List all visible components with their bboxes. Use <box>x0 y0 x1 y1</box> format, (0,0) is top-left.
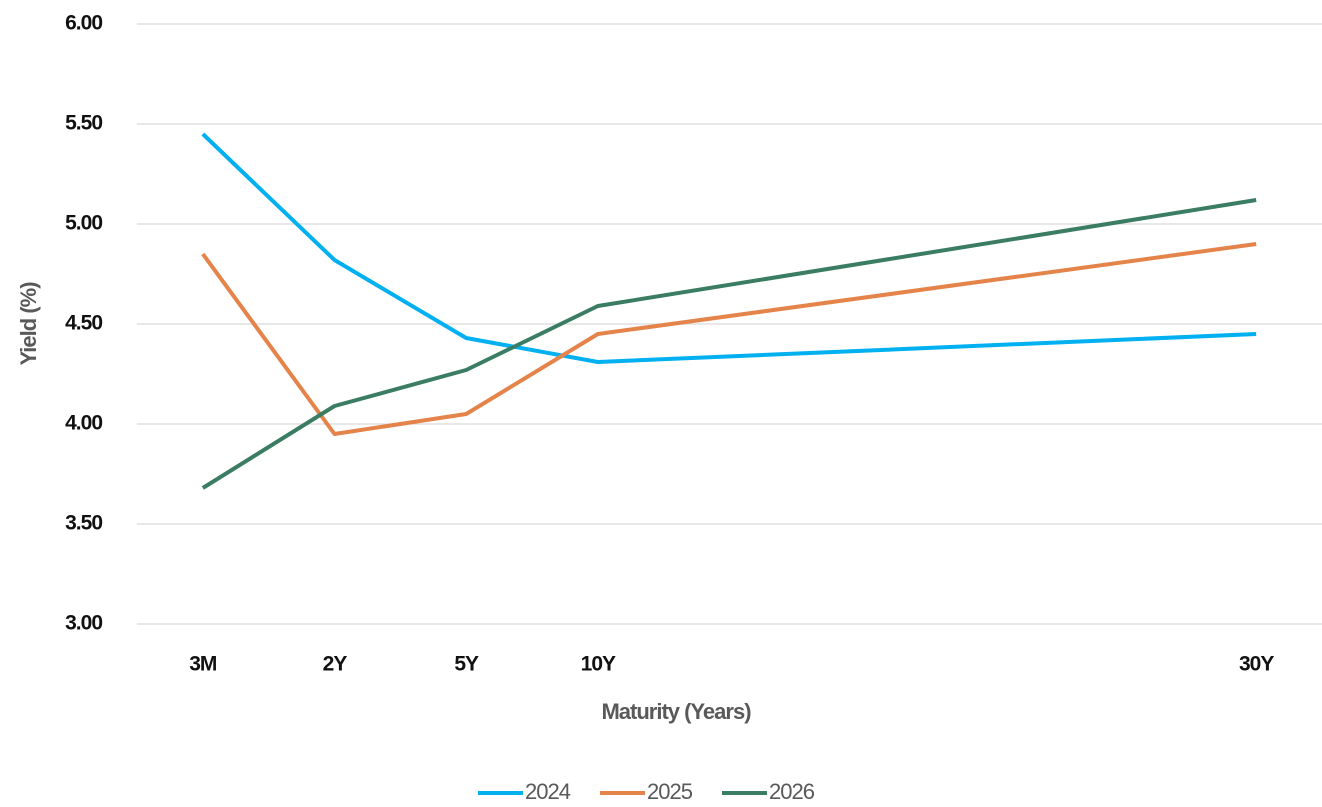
x-axis-title: Maturity (Years) <box>601 699 751 724</box>
y-tick-label: 3.50 <box>65 512 102 535</box>
x-tick-label: 10Y <box>581 653 616 676</box>
y-tick-label: 4.00 <box>65 412 102 435</box>
x-tick-label: 2Y <box>323 653 348 676</box>
legend-label: 2024 <box>525 779 571 804</box>
legend-label: 2026 <box>769 779 815 804</box>
series-line <box>201 242 1257 436</box>
x-tick-label: 3M <box>189 653 217 676</box>
y-tick-label: 6.00 <box>65 12 102 35</box>
x-tick-label: 5Y <box>454 653 479 676</box>
y-tick-label: 3.00 <box>65 612 102 635</box>
x-tick-label: 30Y <box>1239 653 1274 676</box>
legend-label: 2025 <box>647 779 693 804</box>
y-tick-label: 5.00 <box>65 212 102 235</box>
y-tick-label: 4.50 <box>65 312 102 335</box>
series-line <box>201 198 1257 490</box>
y-axis-title: Yield (%) <box>16 282 41 366</box>
y-tick-label: 5.50 <box>65 112 102 135</box>
series-line <box>201 132 1257 364</box>
